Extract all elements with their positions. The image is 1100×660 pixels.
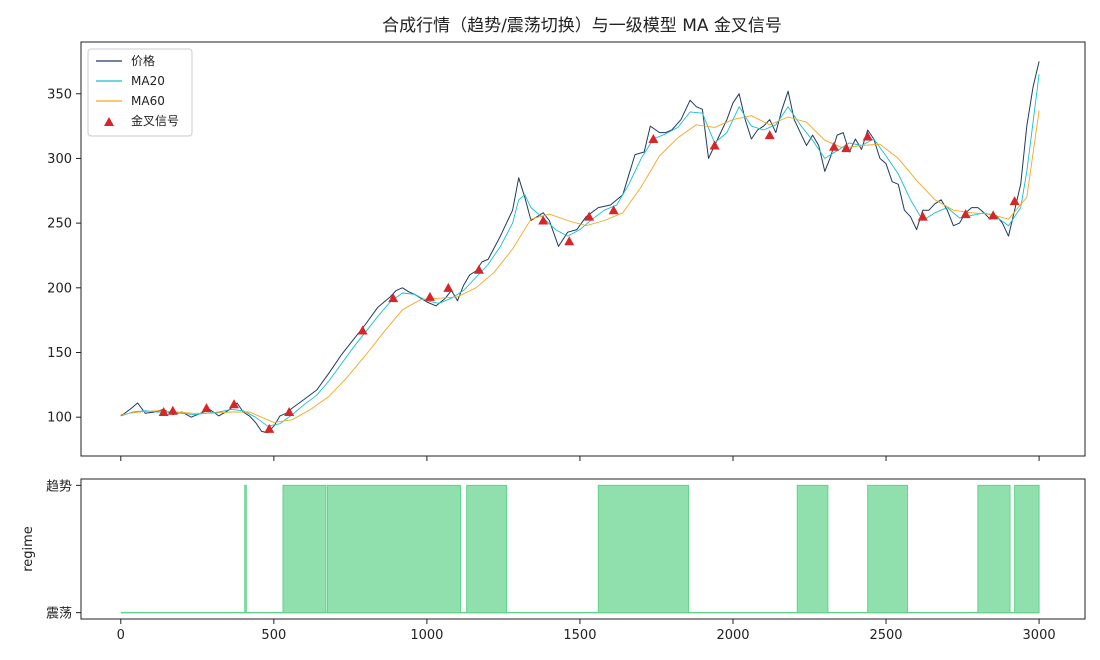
signal-marker xyxy=(357,325,368,335)
x-tick-label: 2000 xyxy=(716,628,749,643)
signal-marker xyxy=(201,403,212,413)
x-tick-label: 2500 xyxy=(869,628,902,643)
signal-marker xyxy=(538,215,549,225)
legend-label-ma20: MA20 xyxy=(131,74,165,88)
regime-plot-frame xyxy=(80,478,1086,620)
legend-box xyxy=(87,48,193,137)
signal-marker xyxy=(158,407,169,417)
regime-panel: 震荡 趋势 0 500 1000 1500 2000 2500 3000 regime xyxy=(21,478,1086,643)
x-tick-label: 0 xyxy=(117,628,125,643)
signal-marker xyxy=(960,209,971,219)
price-panel: 100 150 200 250 300 350 价格 MA20 MA60 金叉信号 xyxy=(47,41,1086,461)
signal-marker xyxy=(264,423,275,433)
signal-marker xyxy=(608,205,619,215)
y-tick-label: 350 xyxy=(47,87,72,102)
regime-trend-segment xyxy=(282,484,327,614)
regime-trend-segment xyxy=(326,484,462,614)
y-tick-label: 300 xyxy=(47,152,72,167)
signal-marker xyxy=(564,236,575,246)
y-tick-label: 100 xyxy=(47,411,72,426)
regime-y-tick-label: 趋势 xyxy=(46,478,72,494)
legend-label-signal: 金叉信号 xyxy=(131,113,179,128)
x-tick-label: 1500 xyxy=(563,628,596,643)
signal-marker xyxy=(584,211,595,221)
x-tick-label: 1000 xyxy=(410,628,443,643)
price-plot-frame xyxy=(80,41,1086,457)
x-tick-label: 500 xyxy=(261,628,286,643)
signal-marker xyxy=(229,399,240,409)
y-tick-label: 150 xyxy=(47,346,72,361)
regime-x-axis: 0 500 1000 1500 2000 2500 3000 xyxy=(117,619,1056,643)
chart-title: 合成行情（趋势/震荡切换）与一级模型 MA 金叉信号 xyxy=(382,16,782,36)
regime-trend-segment xyxy=(1014,484,1040,614)
signal-marker xyxy=(917,211,928,221)
signal-marker xyxy=(284,407,295,417)
legend-label-ma60: MA60 xyxy=(131,94,165,108)
price-y-axis: 100 150 200 250 300 350 xyxy=(47,87,81,426)
regime-trend-segment xyxy=(796,484,829,614)
regime-trend-segment xyxy=(466,484,507,614)
regime-trend-segment xyxy=(977,484,1011,614)
signal-marker xyxy=(841,143,852,153)
signal-marker xyxy=(1009,196,1020,206)
legend-label-price: 价格 xyxy=(131,53,155,68)
legend-swatch-signal xyxy=(104,117,114,126)
signal-marker xyxy=(167,405,178,415)
series-line-ma60 xyxy=(120,110,1040,423)
signal-marker xyxy=(388,293,399,303)
x-tick-label: 3000 xyxy=(1023,628,1056,643)
signal-marker xyxy=(473,264,484,274)
signal-marker xyxy=(862,131,873,141)
regime-y-axis-label: regime xyxy=(21,526,36,572)
series-line-ma20 xyxy=(120,74,1040,427)
regime-trend-segment xyxy=(867,484,908,614)
price-x-axis xyxy=(120,456,1040,461)
regime-trend-segments xyxy=(120,484,1040,614)
signal-marker xyxy=(829,141,839,151)
signal-marker xyxy=(709,140,720,150)
signal-marker xyxy=(424,291,435,301)
signal-marker xyxy=(764,130,775,140)
y-tick-label: 200 xyxy=(47,281,72,296)
signal-markers xyxy=(158,130,1020,433)
legend: 价格 MA20 MA60 金叉信号 xyxy=(87,48,193,137)
regime-trend-segment xyxy=(244,484,247,614)
signal-marker xyxy=(443,282,454,292)
signal-marker xyxy=(648,134,659,144)
regime-y-tick-label: 震荡 xyxy=(46,607,72,622)
y-tick-label: 250 xyxy=(47,217,72,232)
regime-trend-segment xyxy=(597,484,690,614)
signal-marker xyxy=(988,210,999,220)
